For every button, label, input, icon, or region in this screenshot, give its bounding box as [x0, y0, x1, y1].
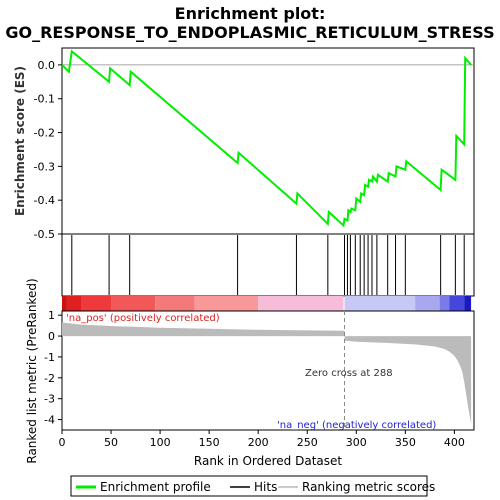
- color-bar-segment: [344, 296, 416, 311]
- x-axis-label: Rank in Ordered Dataset: [194, 454, 342, 468]
- es-tick-label: -0.3: [34, 160, 55, 173]
- rank-tick-label: -2: [44, 372, 55, 385]
- zero-cross-label: Zero cross at 288: [305, 368, 393, 379]
- legend-hits-label: Hits: [254, 480, 277, 494]
- legend-metric-label: Ranking metric scores: [302, 480, 435, 494]
- color-bar-segment: [258, 296, 344, 311]
- rank-tick-label: 0: [48, 330, 55, 343]
- rank-tick-label: -1: [44, 351, 55, 364]
- x-tick-label: 200: [248, 436, 269, 449]
- rank-y-ticks: 1 0 -1 -2 -3 -4: [44, 309, 62, 427]
- color-bar-segment: [111, 296, 156, 311]
- hits-panel-frame: [61, 233, 475, 297]
- color-bar-segment: [464, 296, 472, 311]
- es-tick-label: -0.4: [34, 194, 55, 207]
- color-bar-segment: [62, 296, 67, 311]
- es-tick-label: -0.1: [34, 93, 55, 106]
- enrichment-profile-line: [61, 49, 472, 228]
- x-tick-label: 0: [59, 436, 66, 449]
- color-bar-segment: [439, 296, 450, 311]
- color-bar-segment: [194, 296, 259, 311]
- x-axis-ticks: 0 50 100 150 200 250 300 350 400: [59, 430, 465, 449]
- es-axis-label: Enrichment score (ES): [13, 66, 27, 216]
- x-tick-label: 400: [444, 436, 465, 449]
- hits-marks: [71, 235, 465, 295]
- es-tick-label: -0.2: [34, 127, 55, 140]
- x-tick-label: 100: [150, 436, 171, 449]
- color-bar-segment: [81, 296, 112, 311]
- chart-title-line2: GO_RESPONSE_TO_ENDOPLASMIC_RETICULUM_STR…: [5, 23, 494, 42]
- es-panel-frame: [61, 47, 475, 235]
- rank-color-bar: [62, 296, 472, 311]
- legend-box: [70, 475, 428, 497]
- es-tick-label: -0.5: [34, 228, 55, 241]
- es-y-ticks: 0.0 -0.1 -0.2 -0.3 -0.4 -0.5: [34, 59, 62, 241]
- rank-tick-label: 1: [48, 309, 55, 322]
- rank-axis-label: Ranked list metric (PreRanked): [25, 278, 39, 463]
- color-bar-segment: [449, 296, 465, 311]
- x-tick-label: 150: [199, 436, 220, 449]
- x-tick-label: 350: [395, 436, 416, 449]
- x-tick-label: 300: [346, 436, 367, 449]
- rank-tick-label: -4: [44, 414, 55, 427]
- legend: Enrichment profile Hits Ranking metric s…: [70, 475, 435, 497]
- x-tick-label: 50: [104, 436, 118, 449]
- color-bar-segment: [415, 296, 440, 311]
- es-tick-label: 0.0: [38, 59, 56, 72]
- x-tick-label: 250: [297, 436, 318, 449]
- chart-title-line1: Enrichment plot:: [175, 4, 326, 23]
- color-bar-segment: [66, 296, 82, 311]
- legend-enrichment-label: Enrichment profile: [100, 480, 211, 494]
- pos-correlated-label: 'na_pos' (positively correlated): [66, 313, 220, 324]
- color-bar-segment: [155, 296, 195, 311]
- rank-tick-label: -3: [44, 393, 55, 406]
- ranking-metric-area: [62, 322, 472, 424]
- neg-correlated-label: 'na_neg' (negatively correlated): [277, 420, 436, 431]
